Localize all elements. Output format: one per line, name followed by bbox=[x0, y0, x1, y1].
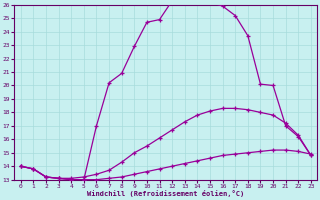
X-axis label: Windchill (Refroidissement éolien,°C): Windchill (Refroidissement éolien,°C) bbox=[87, 190, 244, 197]
